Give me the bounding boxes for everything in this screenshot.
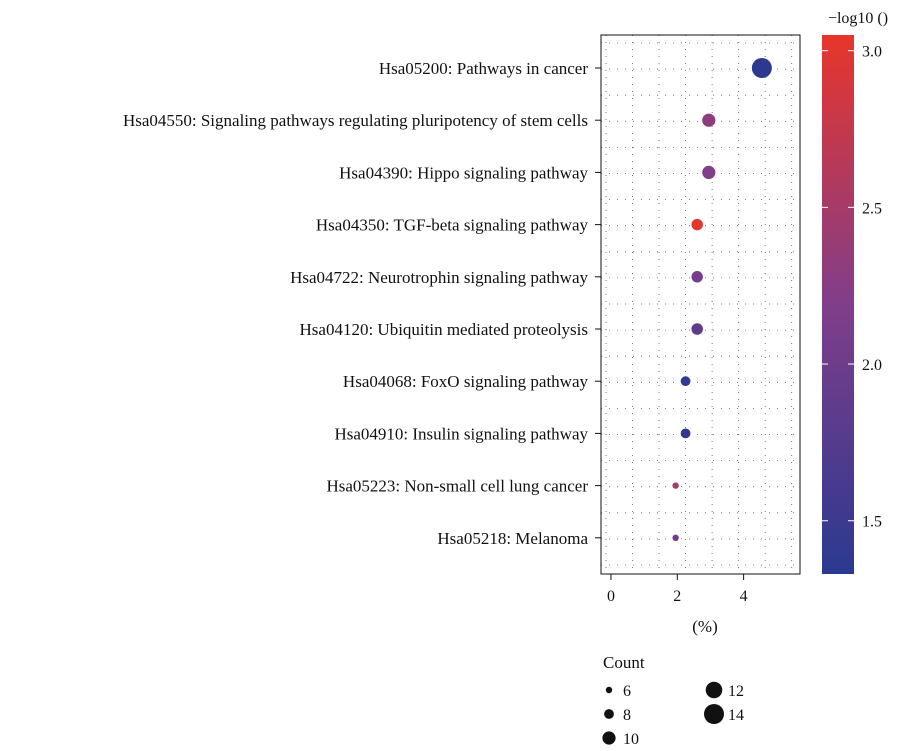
size-legend-label: 8 [623, 707, 631, 724]
data-point [691, 271, 703, 283]
category-label: Hsa04390: Hippo signaling pathway [339, 163, 588, 182]
size-legend-marker [704, 704, 724, 724]
x-axis: 0 2 4 [607, 574, 748, 605]
size-legend-label: 6 [623, 683, 631, 700]
data-point [702, 113, 716, 127]
size-legend-marker [604, 709, 614, 719]
category-label: Hsa05223: Non-small cell lung cancer [326, 477, 588, 496]
category-label: Hsa04120: Ubiquitin mediated proteolysis [300, 320, 589, 339]
category-label: Hsa04350: TGF-beta signaling pathway [316, 216, 589, 235]
plot-frame [600, 34, 801, 575]
category-label: Hsa04910: Insulin signaling pathway [334, 424, 588, 443]
data-point [691, 218, 703, 231]
colorbar [822, 35, 854, 574]
colorbar-tick-label: 2.0 [862, 357, 882, 374]
x-tick-label: 2 [673, 588, 681, 605]
size-legend-marker [605, 686, 613, 694]
data-point [702, 165, 716, 179]
size-legend-marker [705, 681, 723, 699]
category-label: Hsa04722: Neurotrophin signaling pathway [290, 268, 588, 287]
size-legend-label: 10 [623, 731, 639, 748]
colorbar-tick-label: 3.0 [862, 44, 882, 61]
category-label: Hsa04550: Signaling pathways regulating … [123, 111, 588, 130]
category-label: Hsa05200: Pathways in cancer [379, 59, 588, 78]
category-labels: Hsa05200: Pathways in cancer Hsa04550: Si… [123, 59, 589, 548]
colorbar-ticks: 1.5 2.0 2.5 3.0 [822, 44, 882, 531]
data-point [680, 376, 691, 387]
grid-lines [601, 35, 800, 574]
x-tick-label: 4 [740, 588, 748, 605]
category-label: Hsa04068: FoxO signaling pathway [343, 372, 589, 391]
data-point [672, 534, 679, 541]
size-legend-marker [602, 731, 616, 745]
data-points [672, 58, 772, 541]
x-tick-label: 0 [607, 588, 615, 605]
x-axis-label: (%) [692, 617, 717, 636]
size-legend: 6 8 10 12 14 [602, 681, 744, 748]
data-point [691, 323, 703, 335]
colorbar-tick-label: 1.5 [862, 514, 882, 531]
size-legend-label: 12 [728, 683, 744, 700]
colorbar-tick-label: 2.5 [862, 200, 882, 217]
size-legend-label: 14 [728, 707, 744, 724]
data-point [751, 58, 772, 78]
y-tick-marks [595, 67, 601, 539]
colorbar-title: −log10 () [828, 10, 888, 27]
category-label: Hsa05218: Melanoma [437, 529, 588, 548]
data-point [680, 428, 691, 439]
size-legend-title: Count [603, 653, 645, 672]
data-point [672, 482, 679, 489]
